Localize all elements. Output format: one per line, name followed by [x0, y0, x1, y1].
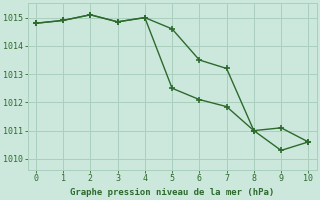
X-axis label: Graphe pression niveau de la mer (hPa): Graphe pression niveau de la mer (hPa) — [70, 188, 274, 197]
